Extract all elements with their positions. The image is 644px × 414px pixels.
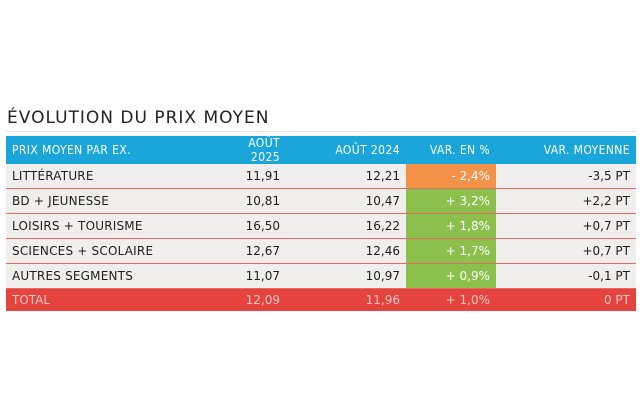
var-pct-cell: + 1,7% [406, 238, 496, 264]
var-avg-cell: -3,5 PT [496, 164, 636, 189]
row-label: LOISIRS + TOURISME [6, 213, 216, 239]
var-avg-cell: +0,7 PT [496, 213, 636, 239]
value-aug-2024: 10,47 [286, 188, 406, 214]
value-aug-2025: 11,07 [216, 263, 286, 289]
row-label: SCIENCES + SCOLAIRE [6, 238, 216, 264]
header-category: PRIX MOYEN PAR EX. [12, 143, 131, 157]
title-divider [6, 131, 636, 132]
table-row: AUTRES SEGMENTS 11,07 10,97 + 0,9% -0,1 … [6, 263, 636, 289]
total-label: TOTAL [6, 288, 216, 311]
value-aug-2024: 12,21 [286, 164, 406, 189]
table-row: BD + JEUNESSE 10,81 10,47 + 3,2% +2,2 PT [6, 188, 636, 214]
table-row: LITTÉRATURE 11,91 12,21 - 2,4% -3,5 PT [6, 164, 636, 189]
total-aug-2025: 12,09 [216, 288, 286, 311]
header-var-avg: VAR. MOYENNE [543, 143, 630, 157]
var-pct-cell: + 3,2% [406, 188, 496, 214]
value-aug-2025: 12,67 [216, 238, 286, 264]
var-pct-cell: + 0,9% [406, 263, 496, 289]
value-aug-2025: 10,81 [216, 188, 286, 214]
total-aug-2024: 11,96 [286, 288, 406, 311]
var-avg-cell: +0,7 PT [496, 238, 636, 264]
value-aug-2025: 16,50 [216, 213, 286, 239]
row-label: BD + JEUNESSE [6, 188, 216, 214]
var-avg-cell: -0,1 PT [496, 263, 636, 289]
price-evolution-panel: ÉVOLUTION DU PRIX MOYEN PRIX MOYEN PAR E… [6, 107, 636, 311]
row-label: AUTRES SEGMENTS [6, 263, 216, 289]
var-avg-cell: +2,2 PT [496, 188, 636, 214]
var-pct-cell: - 2,4% [406, 164, 496, 189]
price-table: PRIX MOYEN PAR EX. AOÛT 2025 AOÛT 2024 V… [6, 136, 636, 311]
value-aug-2024: 10,97 [286, 263, 406, 289]
table-title: ÉVOLUTION DU PRIX MOYEN [7, 108, 270, 128]
header-aug-2024: AOÛT 2024 [335, 143, 400, 157]
header-aug-2025: AOÛT 2025 [248, 136, 280, 164]
header-row: PRIX MOYEN PAR EX. AOÛT 2025 AOÛT 2024 V… [6, 136, 636, 164]
row-label: LITTÉRATURE [6, 164, 216, 189]
total-var-avg: 0 PT [496, 288, 636, 311]
header-var-pct: VAR. EN % [429, 143, 490, 157]
value-aug-2025: 11,91 [216, 164, 286, 189]
var-pct-cell: + 1,8% [406, 213, 496, 239]
table-row: SCIENCES + SCOLAIRE 12,67 12,46 + 1,7% +… [6, 238, 636, 264]
total-row: TOTAL 12,09 11,96 + 1,0% 0 PT [6, 288, 636, 311]
value-aug-2024: 12,46 [286, 238, 406, 264]
total-var-pct: + 1,0% [406, 288, 496, 311]
value-aug-2024: 16,22 [286, 213, 406, 239]
table-row: LOISIRS + TOURISME 16,50 16,22 + 1,8% +0… [6, 213, 636, 239]
